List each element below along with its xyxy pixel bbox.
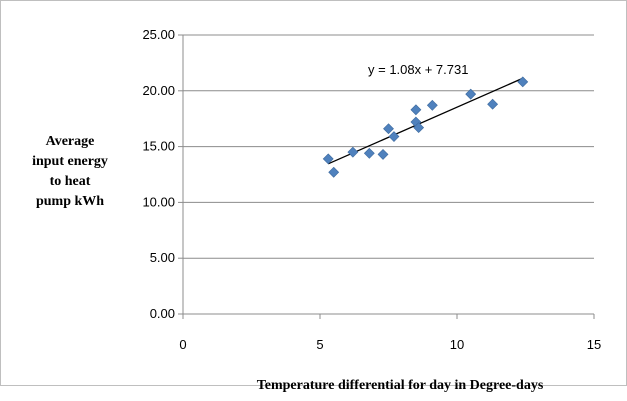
data-point (410, 104, 422, 116)
y-axis-label-line: Average (46, 134, 95, 149)
x-axis-label: Temperature differential for day in Degr… (257, 378, 544, 393)
data-point (383, 123, 394, 135)
x-tick-label: 5 (316, 337, 323, 352)
data-point (322, 153, 334, 165)
data-point (413, 122, 425, 134)
x-tick-label: 0 (179, 337, 186, 352)
y-axis-label-line: input energy (32, 154, 108, 169)
y-tick-label: 25.00 (142, 27, 175, 42)
y-axis-label-line: pump kWh (36, 194, 104, 209)
data-point (328, 166, 340, 178)
y-tick-label: 0.00 (150, 306, 175, 321)
y-tick-label: 10.00 (142, 194, 175, 209)
data-point (517, 76, 529, 88)
trendline-equation: y = 1.08x + 7.731 (368, 62, 468, 77)
data-point (363, 147, 375, 159)
y-tick-label: 15.00 (142, 139, 175, 154)
data-point (465, 88, 477, 100)
data-point (487, 98, 499, 110)
x-tick-label: 15 (587, 337, 601, 352)
data-point (388, 131, 400, 142)
tick-labels: 0.00 5.00 10.00 15.00 20.00 25.00 0 5 10 15 (142, 27, 601, 352)
trendline-line (327, 77, 524, 165)
data-points (322, 76, 529, 178)
y-tick-label: 5.00 (150, 250, 175, 265)
y-axis-label-line: to heat (50, 174, 91, 189)
data-point (377, 148, 389, 160)
chart-border (0, 0, 627, 386)
data-point (347, 146, 359, 158)
y-tick-label: 20.00 (142, 83, 175, 98)
y-axis-label: Average input energy to heat pump kWh (32, 134, 108, 209)
gridlines (183, 34, 594, 259)
axes (178, 34, 595, 319)
x-tick-label: 10 (450, 337, 464, 352)
data-point (426, 99, 438, 111)
trendline (327, 77, 524, 165)
